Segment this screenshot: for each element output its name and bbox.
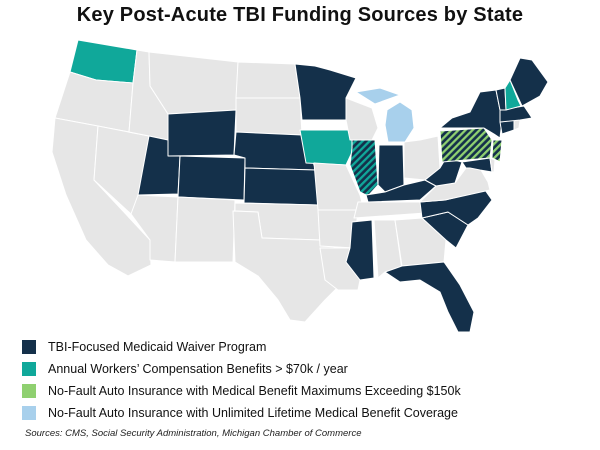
legend-item-no-fault-unlimited: No-Fault Auto Insurance with Unlimited L… bbox=[22, 402, 582, 424]
state-de bbox=[489, 157, 496, 173]
legend-item-medicaid-waiver: TBI-Focused Medicaid Waiver Program bbox=[22, 336, 582, 358]
legend: TBI-Focused Medicaid Waiver Program Annu… bbox=[22, 336, 582, 424]
legend-item-workers-comp: Annual Workers’ Compensation Benefits > … bbox=[22, 358, 582, 380]
state-ia bbox=[299, 129, 355, 166]
map-title: Key Post-Acute TBI Funding Sources by St… bbox=[76, 4, 524, 26]
state-pa bbox=[439, 127, 493, 163]
state-me bbox=[509, 57, 549, 107]
legend-swatch bbox=[22, 406, 36, 420]
state-nm bbox=[174, 196, 236, 263]
legend-swatch bbox=[22, 362, 36, 376]
state-il bbox=[349, 139, 379, 197]
legend-swatch bbox=[22, 340, 36, 354]
state-ga bbox=[394, 217, 447, 267]
us-map bbox=[0, 32, 600, 340]
legend-label: No-Fault Auto Insurance with Medical Ben… bbox=[48, 384, 461, 398]
legend-label: Annual Workers’ Compensation Benefits > … bbox=[48, 362, 348, 376]
state-in bbox=[377, 144, 405, 193]
legend-label: TBI-Focused Medicaid Waiver Program bbox=[48, 340, 267, 354]
state-ri bbox=[513, 119, 521, 131]
legend-label: No-Fault Auto Insurance with Unlimited L… bbox=[48, 406, 458, 420]
state-fl bbox=[384, 261, 475, 333]
state-wi bbox=[345, 97, 379, 141]
state-mi bbox=[355, 87, 415, 143]
state-nj bbox=[491, 139, 503, 163]
state-nh bbox=[504, 79, 522, 111]
state-nd bbox=[235, 61, 301, 99]
state-mt bbox=[148, 51, 239, 115]
state-tx bbox=[232, 210, 348, 323]
state-sd bbox=[235, 97, 303, 136]
state-ms bbox=[345, 219, 375, 281]
state-ks bbox=[243, 167, 319, 206]
state-wy bbox=[167, 109, 237, 157]
legend-item-no-fault-150k: No-Fault Auto Insurance with Medical Ben… bbox=[22, 380, 582, 402]
state-co bbox=[177, 155, 246, 201]
source-note: Sources: CMS, Social Security Administra… bbox=[25, 428, 362, 439]
legend-swatch bbox=[22, 384, 36, 398]
